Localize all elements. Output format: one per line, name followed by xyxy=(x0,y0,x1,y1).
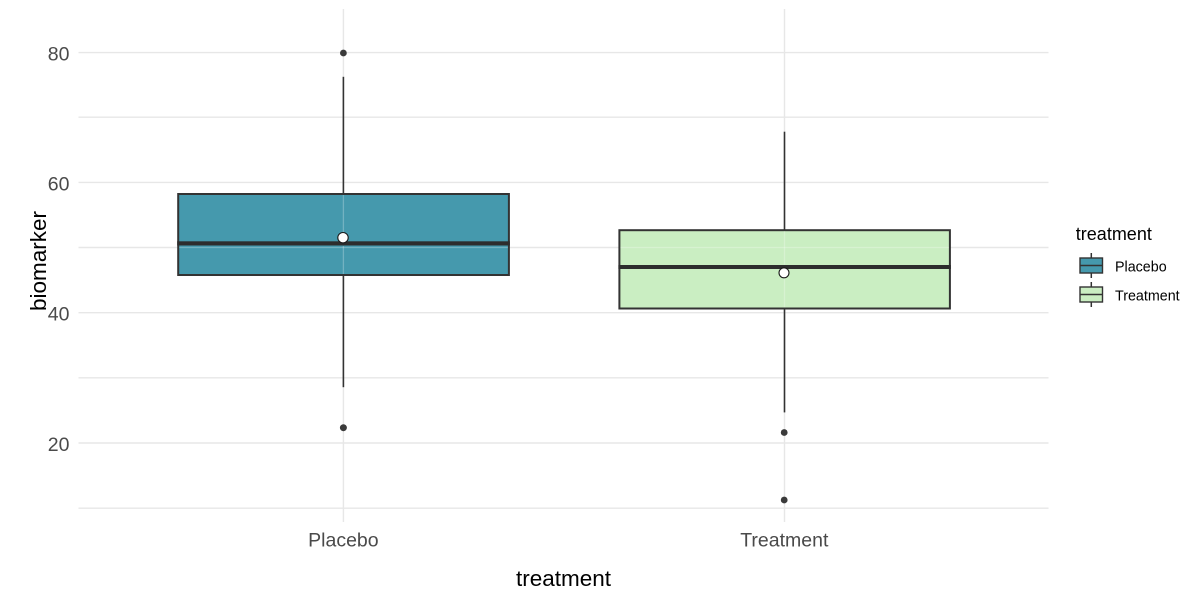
svg-text:20: 20 xyxy=(48,434,70,456)
svg-text:60: 60 xyxy=(48,173,70,195)
svg-text:biomarker: biomarker xyxy=(26,210,51,311)
svg-text:Treatment: Treatment xyxy=(1115,289,1180,305)
svg-text:40: 40 xyxy=(48,304,70,326)
svg-text:Treatment: Treatment xyxy=(740,530,829,552)
svg-text:80: 80 xyxy=(48,44,70,66)
svg-text:treatment: treatment xyxy=(516,566,612,591)
svg-text:Placebo: Placebo xyxy=(1115,260,1167,276)
svg-text:treatment: treatment xyxy=(1076,224,1152,244)
svg-text:Placebo: Placebo xyxy=(308,530,379,552)
